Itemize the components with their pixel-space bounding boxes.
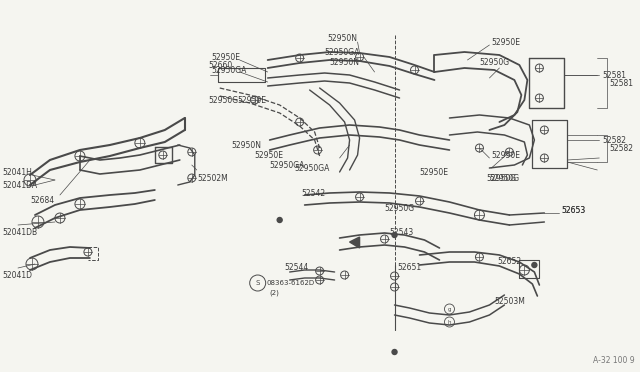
Text: h: h: [448, 320, 451, 324]
Text: 52542: 52542: [301, 189, 326, 198]
Text: 52950G: 52950G: [209, 96, 239, 105]
Text: 52653: 52653: [561, 205, 586, 215]
Text: 52502M: 52502M: [198, 173, 228, 183]
Circle shape: [532, 263, 537, 267]
Text: 52653: 52653: [561, 205, 586, 215]
Circle shape: [277, 218, 282, 222]
Text: 52041D: 52041D: [2, 270, 32, 279]
Circle shape: [392, 232, 397, 237]
Text: 52660: 52660: [209, 61, 233, 70]
Text: 52950GA: 52950GA: [212, 65, 247, 74]
Text: S: S: [255, 280, 260, 286]
Text: 52950GA: 52950GA: [294, 164, 330, 173]
Text: 52684: 52684: [30, 196, 54, 205]
Text: 52543: 52543: [390, 228, 414, 237]
Text: 52950N: 52950N: [232, 141, 262, 150]
Text: 52950N: 52950N: [328, 33, 358, 42]
Polygon shape: [349, 237, 360, 248]
Text: A-32 100 9: A-32 100 9: [593, 356, 634, 365]
Text: 52950GA: 52950GA: [269, 160, 305, 170]
Text: 52950G: 52950G: [490, 173, 520, 183]
Text: 52041DB: 52041DB: [2, 228, 37, 237]
Text: 52503M: 52503M: [495, 298, 525, 307]
Text: 52950G: 52950G: [479, 58, 509, 67]
Text: 52652: 52652: [497, 257, 522, 266]
Text: 52950E: 52950E: [492, 38, 520, 46]
Text: 52581: 52581: [602, 71, 627, 80]
Text: 52950G: 52950G: [486, 173, 516, 183]
Text: 08363-6162D: 08363-6162D: [267, 280, 315, 286]
Text: 52582: 52582: [609, 144, 634, 153]
Text: 52950GA: 52950GA: [324, 48, 360, 57]
Text: 52950G: 52950G: [385, 203, 415, 212]
Circle shape: [392, 350, 397, 355]
Text: 52651: 52651: [397, 263, 422, 273]
Text: 52544: 52544: [285, 263, 309, 273]
Text: g: g: [448, 307, 451, 311]
Text: 52950N: 52950N: [330, 58, 360, 67]
Text: 52581: 52581: [609, 78, 634, 87]
Text: 52950E: 52950E: [255, 151, 284, 160]
Text: (2): (2): [269, 290, 280, 296]
Text: 52582: 52582: [602, 135, 627, 144]
Text: 52041DA: 52041DA: [2, 180, 37, 189]
Text: 52950E: 52950E: [237, 96, 267, 105]
Text: 52950E: 52950E: [419, 167, 449, 176]
Text: 52950E: 52950E: [492, 151, 520, 160]
Text: 52950E: 52950E: [212, 52, 241, 61]
Text: 52041H: 52041H: [2, 167, 32, 176]
